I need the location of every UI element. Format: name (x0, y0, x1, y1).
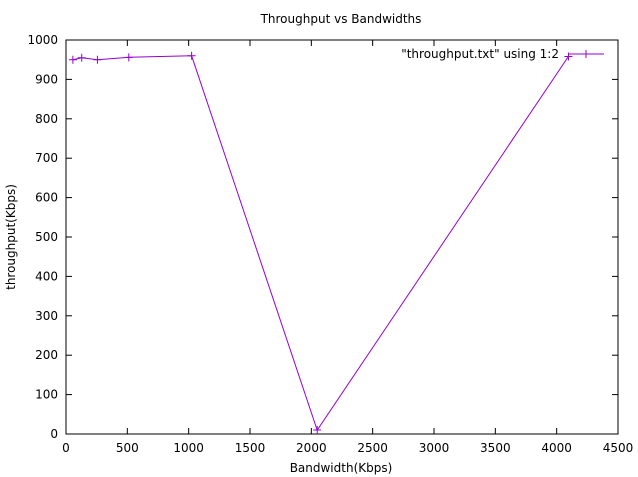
axis-ticks: 0 500 1000 1500 2000 2500 3000 3500 4000 4500 0 100… (27, 33, 633, 455)
data-point (93, 55, 102, 64)
legend-marker-sample (582, 50, 590, 58)
y-tick-label: 600 (35, 191, 58, 205)
x-tick-label: 4000 (541, 441, 572, 455)
x-tick-label: 4500 (603, 441, 634, 455)
y-tick-label: 1000 (27, 33, 58, 47)
y-tick-label: 100 (35, 388, 58, 402)
y-tick-label: 300 (35, 309, 58, 323)
series-line (72, 55, 569, 432)
x-axis-label: Bandwidth(Kbps) (290, 461, 393, 475)
x-tick-label: 3000 (419, 441, 450, 455)
x-tick-label: 1500 (235, 441, 266, 455)
data-point (313, 426, 322, 435)
plot-marks (68, 51, 573, 435)
x-tick-label: 500 (116, 441, 139, 455)
y-tick-label: 700 (35, 151, 58, 165)
x-tick-label: 0 (62, 441, 70, 455)
x-tick-label: 2500 (357, 441, 388, 455)
chart-title: Throughput vs Bandwidths (260, 12, 422, 26)
plot-frame (65, 39, 619, 435)
x-tick-label: 2000 (296, 441, 327, 455)
y-tick-label: 500 (35, 230, 58, 244)
data-point (124, 53, 133, 62)
y-tick-label: 200 (35, 348, 58, 362)
data-point (68, 55, 77, 64)
y-tick-label: 800 (35, 112, 58, 126)
data-point (564, 52, 573, 61)
legend: "throughput.txt" using 1:2 (401, 47, 604, 61)
y-axis-label: throughput(Kbps) (4, 184, 18, 290)
legend-label: "throughput.txt" using 1:2 (401, 47, 559, 61)
y-tick-label: 400 (35, 269, 58, 283)
y-tick-label: 900 (35, 72, 58, 86)
y-tick-label: 0 (50, 427, 58, 441)
x-tick-label: 1000 (173, 441, 204, 455)
data-point (187, 51, 196, 60)
x-tick-label: 3500 (480, 441, 511, 455)
data-point (77, 53, 86, 62)
